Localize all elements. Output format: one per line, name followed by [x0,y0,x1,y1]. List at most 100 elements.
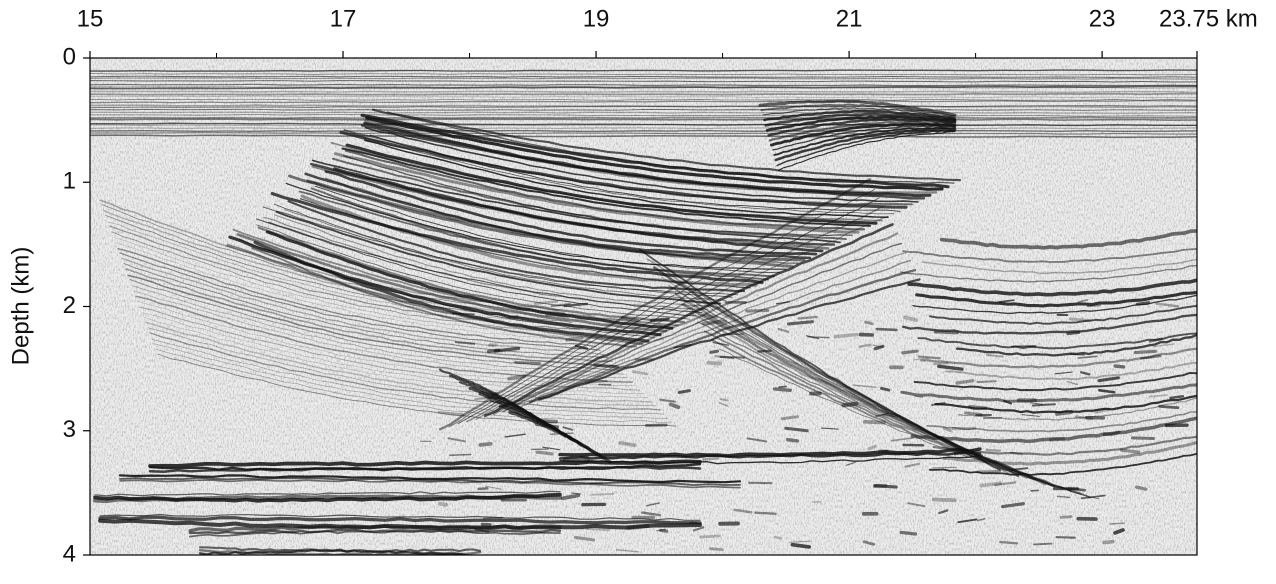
speckle [1051,439,1064,440]
speckle [1057,537,1075,538]
speckle [775,537,781,538]
speckle [567,338,582,340]
reflector [90,94,1197,95]
x-tick-label: 19 [583,5,610,32]
speckle [587,529,609,530]
speckle [799,317,817,319]
speckle [628,526,647,528]
speckle [1076,417,1092,419]
speckle [1033,404,1055,405]
speckle [955,453,964,454]
speckle [881,388,888,390]
speckle [866,322,872,324]
x-tick-label: 23.75 km [1159,5,1258,32]
speckle [701,536,720,537]
y-tick-label: 0 [63,43,76,70]
x-tick-label: 21 [836,5,863,32]
speckle [782,417,797,419]
speckle [479,488,488,489]
y-tick-label: 4 [63,540,76,567]
speckle [1110,523,1124,524]
speckle [565,460,589,461]
speckle [537,452,552,454]
speckle [789,322,813,324]
speckle [919,357,940,359]
speckle [452,314,474,315]
speckle [708,363,720,364]
speckle [901,532,915,534]
speckle [933,467,956,468]
y-tick-label: 1 [63,168,76,195]
speckle [934,363,947,364]
speckle [1104,542,1113,543]
x-tick-label: 23 [1089,5,1116,32]
y-tick-label: 2 [63,292,76,319]
reflector [90,118,1197,119]
speckle [516,362,540,363]
speckle [509,316,517,318]
speckle [1034,544,1051,545]
speckle [793,545,810,547]
speckle [1057,412,1071,414]
x-tick-label: 17 [330,5,357,32]
speckle [490,345,496,346]
x-tick-label: 15 [77,5,104,32]
reflector [90,119,1197,120]
speckle [1068,332,1079,333]
speckle [592,494,614,495]
speckle [905,317,916,320]
y-tick-label: 3 [63,416,76,443]
speckle [547,314,565,315]
speckle [1070,354,1084,355]
speckle [703,458,718,459]
speckle [1115,366,1123,367]
speckle [450,455,471,456]
reflector [90,131,1197,132]
speckle [969,406,985,407]
speckle [1122,450,1139,452]
speckle [620,443,635,445]
speckle [651,319,668,320]
speckle [779,387,786,388]
speckle [720,357,743,358]
speckle [977,381,995,382]
speckle [484,518,503,519]
speckle [679,391,689,393]
speckle [721,399,728,400]
speckle [703,321,725,323]
speckle [1170,396,1182,398]
speckle [934,500,955,501]
speckle [755,513,775,514]
speckle [843,404,856,406]
speckle [1160,406,1178,407]
speckle [1137,302,1149,304]
speckle [1000,542,1017,543]
speckle [590,483,603,484]
speckle [1011,453,1022,454]
y-axis-label: Depth (km) [7,247,34,366]
speckle [480,444,491,445]
speckle [1096,409,1109,411]
speckle [788,440,798,441]
speckle [440,504,446,505]
speckle [747,310,768,311]
speckle [759,351,771,352]
speckle [775,389,791,390]
speckle [1061,517,1071,518]
speckle [1087,305,1099,306]
speckle [1132,438,1153,439]
speckle [710,549,722,550]
speckle [488,350,498,351]
speckle [935,332,957,333]
speckle [1012,346,1035,347]
speckle [711,351,718,352]
speckle [875,486,896,487]
speckle [877,329,897,330]
speckle [865,422,884,423]
speckle [903,351,917,353]
speckle [835,335,856,337]
reflector [90,91,1197,92]
speckle [595,365,618,367]
